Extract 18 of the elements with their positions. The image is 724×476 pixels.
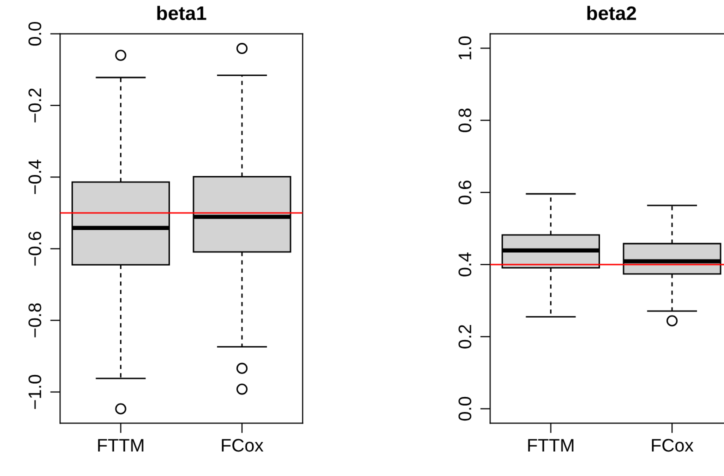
y-tick-label: 0.6 — [458, 180, 472, 204]
x-tick-label: FCox — [222, 438, 264, 452]
y-tick-label: 0.2 — [458, 324, 472, 348]
y-tick-label: −1.0 — [28, 374, 42, 409]
y-tick-label: 0.0 — [458, 396, 472, 421]
y-tick-label: 0.4 — [458, 252, 472, 276]
y-tick-label: −0.2 — [28, 88, 42, 122]
y-tick-label: 0.8 — [458, 108, 472, 132]
chart-title: beta2 — [587, 6, 636, 20]
y-tick-label: −0.4 — [28, 160, 42, 194]
chart-title: beta1 — [157, 6, 206, 20]
x-tick-label: FTTM — [98, 439, 144, 452]
x-tick-label: FTTM — [528, 439, 574, 452]
y-tick-label: 0.0 — [28, 22, 42, 46]
y-tick-label: −0.6 — [28, 232, 42, 266]
x-tick-label: FCox — [652, 438, 694, 452]
y-tick-label: 1.0 — [458, 36, 472, 60]
y-tick-label: −0.8 — [28, 303, 42, 338]
